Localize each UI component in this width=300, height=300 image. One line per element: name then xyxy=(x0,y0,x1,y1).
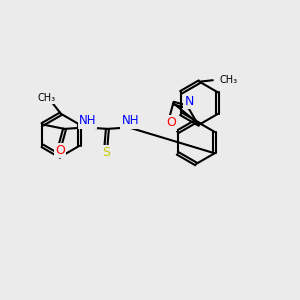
Text: O: O xyxy=(166,116,176,130)
Text: CH₃: CH₃ xyxy=(38,93,56,103)
Text: N: N xyxy=(185,95,194,108)
Text: S: S xyxy=(102,146,110,159)
Text: O: O xyxy=(55,144,65,157)
Text: CH₃: CH₃ xyxy=(219,75,238,85)
Text: NH: NH xyxy=(79,114,96,128)
Text: NH: NH xyxy=(122,114,139,128)
